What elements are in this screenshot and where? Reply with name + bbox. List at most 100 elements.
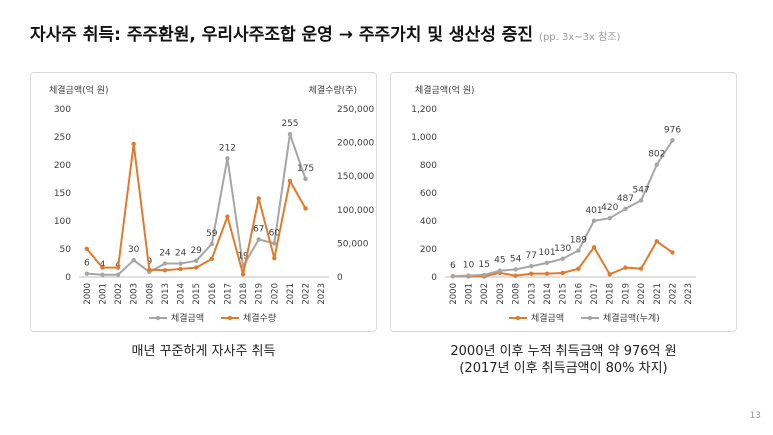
data-label: 401: [585, 206, 602, 216]
x-tick-label: 2008: [145, 283, 155, 305]
data-label: 24: [159, 249, 171, 259]
data-label: 29: [190, 246, 202, 256]
x-tick-label: 2018: [606, 283, 616, 305]
data-point-0: [529, 271, 534, 276]
data-label: 547: [633, 185, 650, 195]
y-axis-label: 체결금액(억 원): [49, 84, 109, 96]
data-point-0: [560, 270, 565, 276]
cumulative-buyback-chart: 체결금액(억 원) 0 200 400 600 800 1,000 1,200 2000 2001…: [411, 84, 696, 324]
chart-panel-cumulative-buyback: 체결금액(억 원) 0 200 400 600 800 1,000 1,200 2000 2001…: [390, 72, 737, 332]
x-tick-label: 2008: [512, 283, 522, 305]
y-tick-label: 150: [54, 189, 71, 199]
y-tick-label: 0: [65, 273, 71, 283]
data-point-0: [84, 271, 90, 276]
annual-buyback-chart: 체결금액(억 원) 체결수량(주) 0 50 100 150 200 250 300 0 50,00…: [49, 84, 374, 324]
x-tick-label: 2022: [668, 283, 678, 305]
x-tick-label: 2017: [223, 283, 233, 305]
x-tick-label: 2019: [621, 283, 631, 305]
data-label: 175: [297, 164, 314, 174]
data-point-0: [178, 261, 183, 266]
y-tick-label: 200: [54, 161, 71, 171]
data-label: 60: [269, 228, 281, 238]
data-label: 6: [450, 261, 456, 271]
x-tick-label: 2000: [449, 283, 459, 305]
data-point-0: [225, 156, 230, 161]
y-tick-label: 400: [420, 217, 437, 227]
data-point-1: [240, 272, 246, 277]
x-tick-label: 2013: [527, 283, 537, 305]
data-point-0: [209, 241, 215, 247]
x-tick-label: 2014: [177, 283, 187, 305]
y-tick-label: 600: [420, 189, 437, 199]
y-tick-label: 1,200: [411, 105, 437, 115]
y2-tick-label: 100,000: [337, 206, 374, 216]
x-tick-label: 2023: [317, 283, 327, 305]
x-tick-label: 2016: [574, 283, 584, 305]
caption-right-line1: 2000년 이후 누적 취득금액 약 976억 원: [450, 344, 677, 359]
data-point-1: [303, 206, 308, 211]
data-label: 54: [510, 254, 522, 264]
data-point-0: [591, 245, 597, 250]
x-tick-label: 2014: [543, 283, 553, 305]
x-tick-label: 2023: [684, 283, 694, 305]
legend-swatch-marker: [587, 315, 593, 321]
data-label: 45: [494, 256, 505, 266]
x-tick-label: 2019: [255, 283, 265, 305]
data-point-1: [100, 265, 105, 270]
data-point-1: [147, 267, 152, 272]
data-label: 77: [526, 251, 537, 261]
data-point-1: [560, 256, 565, 261]
page-title-reference: (pp. 3x~3x 참조): [539, 32, 621, 43]
data-point-0: [193, 258, 199, 263]
y-axis-label: 체결금액(억 원): [415, 84, 475, 96]
data-point-1: [287, 178, 293, 184]
data-point-0: [623, 265, 628, 270]
x-tick-label: 2001: [98, 283, 108, 305]
data-label: 24: [175, 249, 187, 259]
data-point-0: [670, 250, 675, 255]
data-point-0: [272, 241, 277, 246]
data-point-1: [84, 246, 90, 251]
y2-tick-label: 200,000: [337, 139, 374, 149]
y-tick-label: 250: [54, 133, 71, 143]
data-point-1: [115, 265, 121, 270]
legend-label: 체결금액(누계): [603, 312, 660, 324]
x-tick-label: 2002: [114, 283, 124, 305]
data-point-1: [654, 162, 659, 167]
data-point-0: [607, 272, 612, 277]
data-point-1: [482, 272, 487, 278]
data-point-1: [450, 273, 456, 279]
page-number: 13: [749, 411, 761, 421]
y-tick-label: 50: [60, 245, 72, 255]
data-point-0: [256, 237, 261, 242]
y2-tick-label: 250,000: [337, 105, 374, 115]
data-label: 420: [601, 203, 618, 213]
data-point-0: [303, 176, 308, 182]
data-label: 67: [253, 224, 264, 234]
data-point-1: [193, 265, 199, 270]
data-point-0: [544, 271, 550, 276]
data-label: 59: [206, 229, 218, 239]
y2-axis-label: 체결수량(주): [309, 84, 357, 96]
data-point-0: [576, 266, 581, 271]
data-label: 101: [538, 248, 555, 258]
data-label: 255: [281, 119, 298, 129]
data-point-1: [607, 216, 612, 221]
legend-swatch-marker: [227, 315, 233, 321]
data-point-0: [287, 132, 293, 137]
data-point-0: [100, 272, 105, 277]
data-point-0: [131, 258, 136, 263]
x-tick-label: 2015: [559, 283, 569, 305]
data-point-1: [131, 141, 136, 147]
data-point-1: [272, 255, 277, 261]
x-tick-label: 2002: [480, 283, 490, 305]
page-title-text: 자사주 취득: 주주환원, 우리사주조합 운영 → 주주가치 및 생산성 증진: [30, 25, 534, 45]
data-label: 4: [100, 260, 106, 270]
data-point-1: [544, 260, 550, 266]
y-tick-label: 800: [420, 161, 437, 171]
x-tick-label: 2020: [270, 283, 280, 305]
page-title: 자사주 취득: 주주환원, 우리사주조합 운영 → 주주가치 및 생산성 증진 (…: [30, 20, 620, 45]
data-point-0: [654, 239, 659, 244]
data-label: 487: [617, 194, 634, 204]
x-tick-label: 2016: [208, 283, 218, 305]
